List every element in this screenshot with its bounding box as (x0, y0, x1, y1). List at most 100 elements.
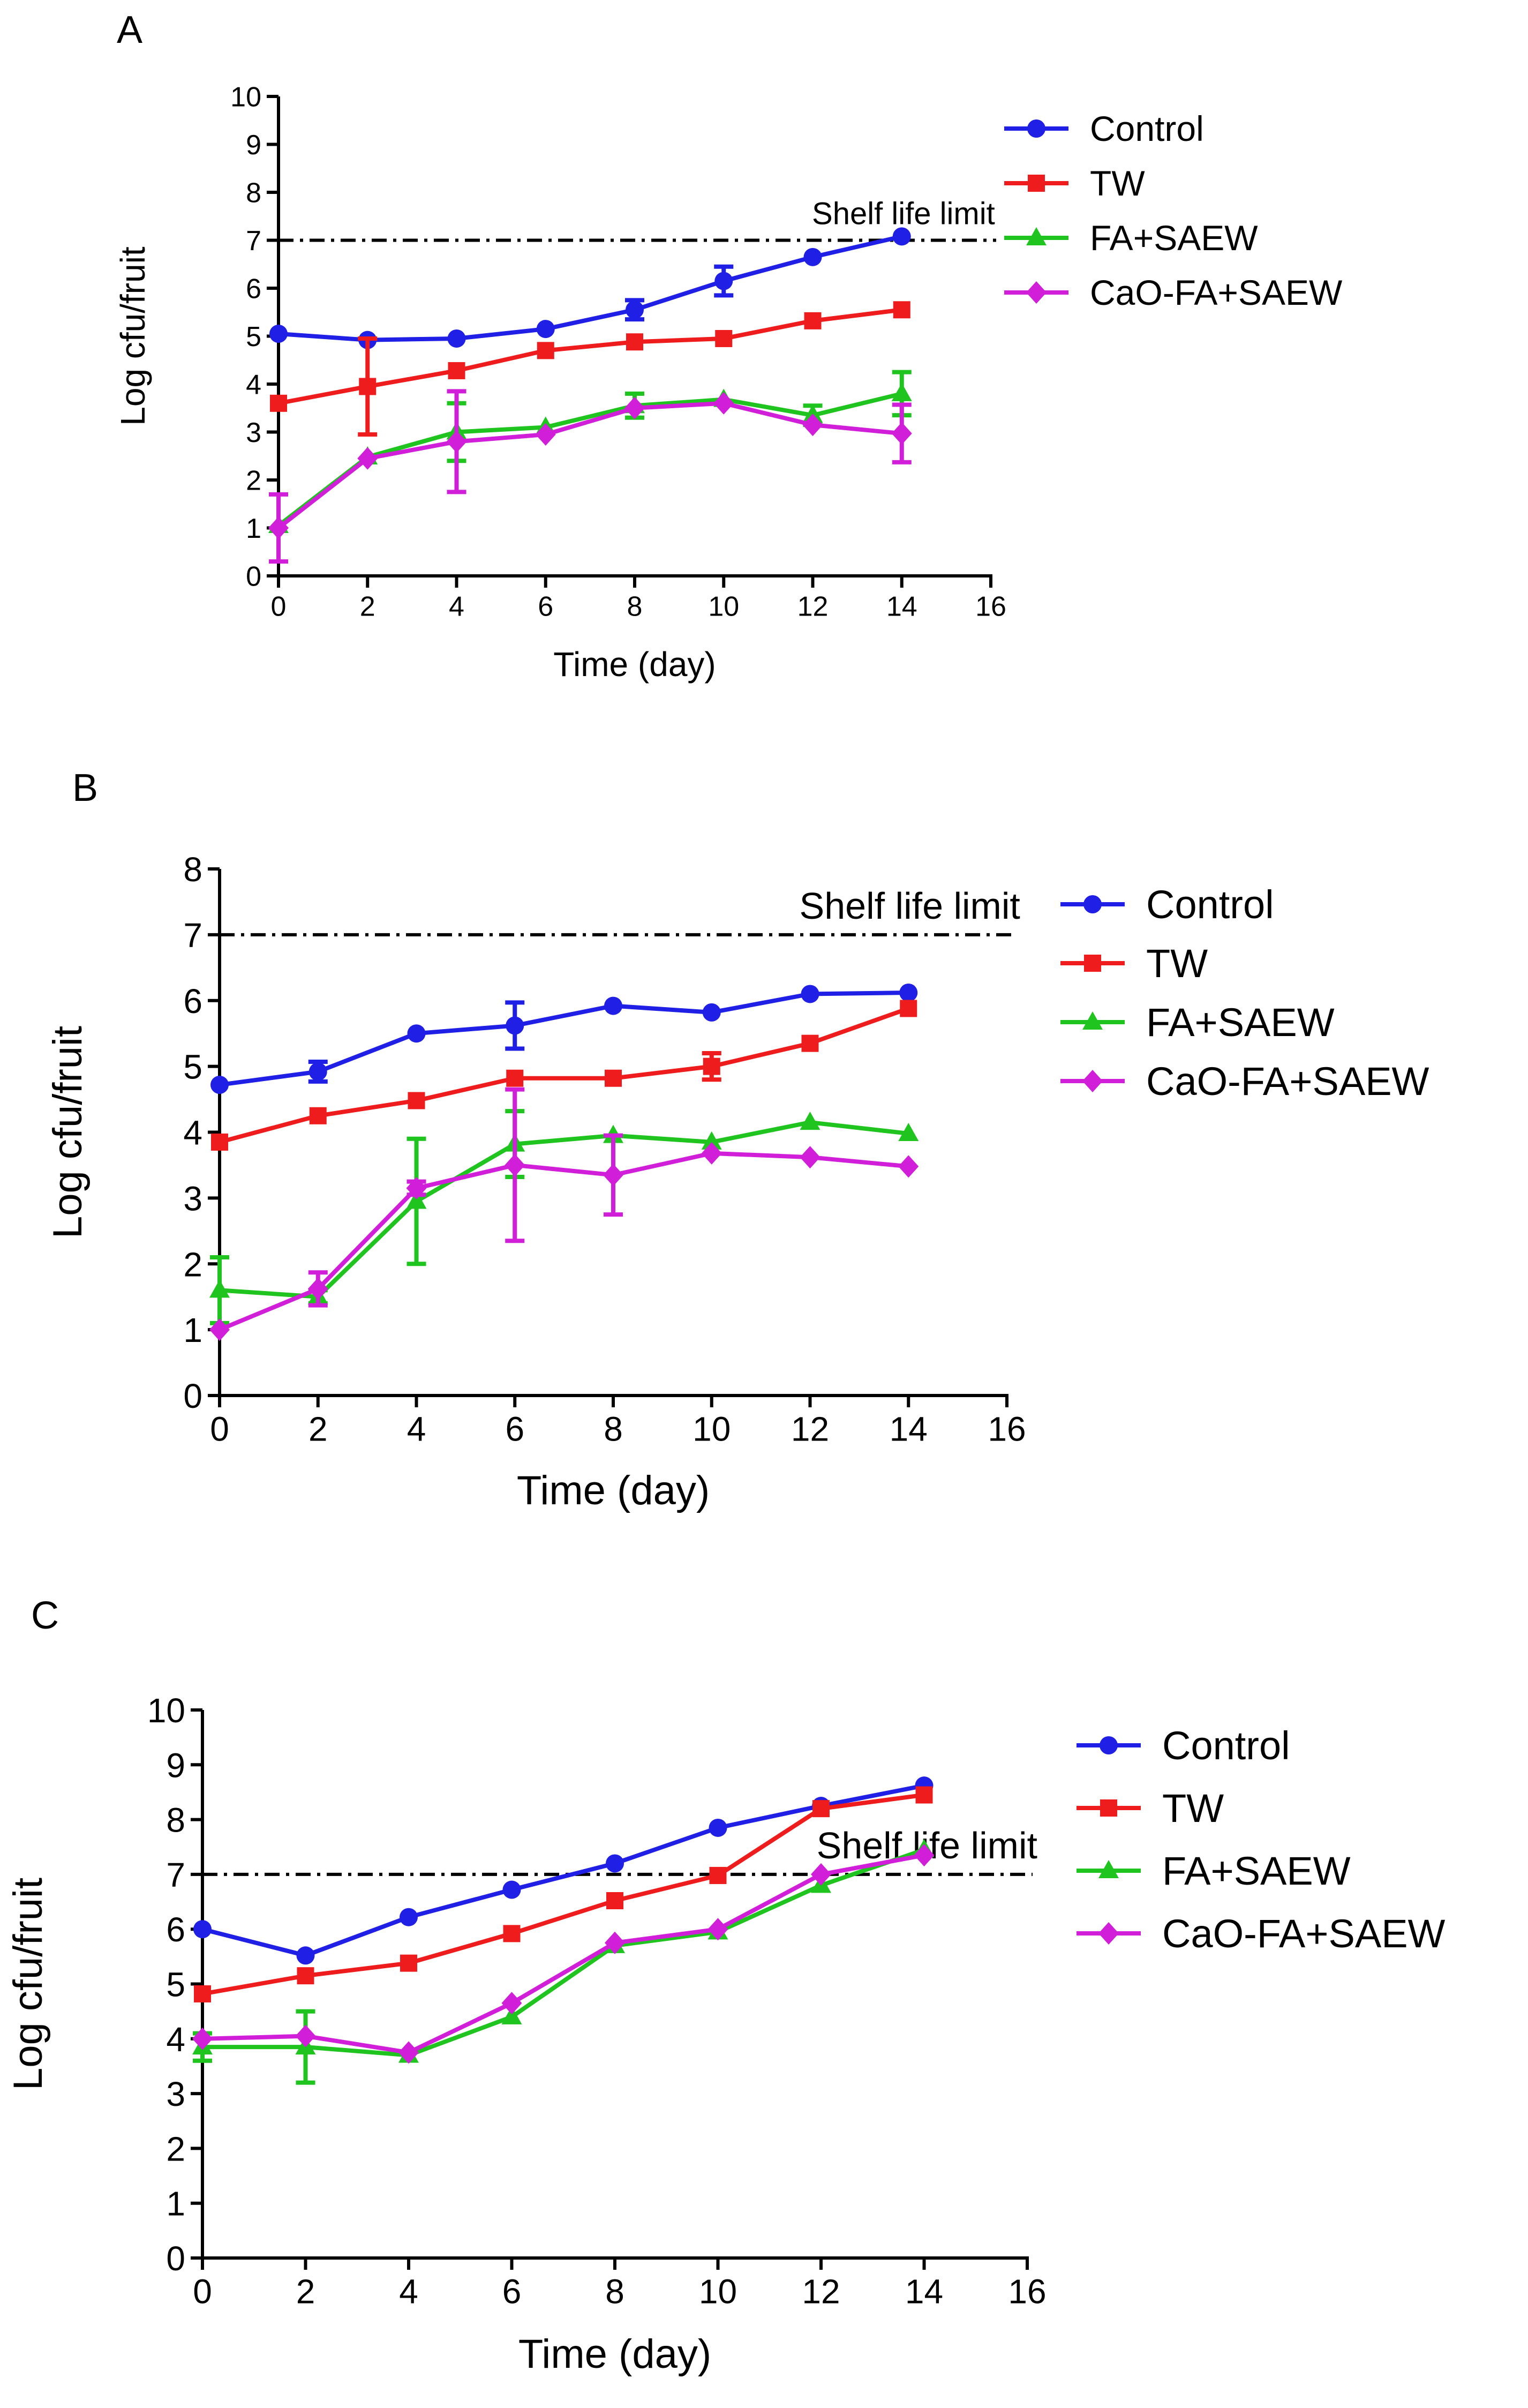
data-point (893, 301, 910, 319)
data-point (703, 1057, 720, 1075)
data-point (626, 301, 644, 319)
series-line (278, 234, 902, 342)
data-point (915, 1786, 933, 1804)
legend-entry: Control (1004, 109, 1204, 148)
legend-entry: CaO-FA+SAEW (1060, 1059, 1429, 1104)
legend-label: TW (1146, 941, 1208, 986)
data-point (505, 1153, 525, 1176)
series-cao-fa-saew (192, 1844, 935, 2064)
series-tw (211, 1000, 917, 1151)
data-point (536, 320, 555, 339)
data-point (891, 422, 912, 445)
data-point (211, 1133, 228, 1151)
legend-marker (1026, 281, 1047, 304)
y-tick-label: 7 (246, 226, 261, 257)
y-tick-label: 0 (166, 2239, 185, 2278)
y-tick-label: 8 (183, 850, 202, 889)
data-point (812, 1800, 830, 1818)
data-point (535, 423, 556, 446)
data-point (605, 1931, 625, 1954)
x-axis-title: Time (day) (553, 645, 716, 684)
x-tick-label: 4 (399, 2272, 418, 2311)
y-tick-label: 4 (246, 370, 261, 401)
y-tick-label: 9 (166, 1746, 185, 1784)
series-tw (270, 301, 910, 437)
x-tick-label: 14 (890, 1409, 928, 1448)
data-point (209, 1279, 230, 1298)
legend-entry: TW (1004, 163, 1145, 203)
data-point (701, 1131, 722, 1150)
x-tick-label: 14 (905, 2272, 943, 2311)
y-tick-label: 6 (183, 982, 202, 1021)
x-tick-label: 0 (210, 1409, 229, 1448)
series-line (219, 991, 909, 1087)
x-tick-label: 8 (627, 591, 643, 622)
data-point (192, 2027, 213, 2050)
shelf-life-limit-label: Shelf life limit (800, 885, 1020, 927)
x-tick-label: 12 (797, 591, 829, 622)
legend-entry: Control (1060, 882, 1274, 927)
data-point (802, 414, 823, 437)
legend-label: TW (1162, 1786, 1224, 1831)
y-tick-label: 8 (246, 178, 261, 209)
x-tick-label: 6 (502, 2272, 522, 2311)
data-point (295, 2024, 316, 2047)
data-point (914, 1844, 935, 1867)
legend-label: Control (1090, 109, 1204, 148)
y-tick-label: 5 (166, 1966, 185, 2004)
x-tick-label: 6 (538, 591, 553, 622)
y-axis-title: Log cfu/fruit (114, 246, 152, 426)
x-tick-label: 4 (449, 591, 464, 622)
data-point (270, 394, 287, 412)
series-line (202, 1792, 925, 1996)
panel-letter: B (72, 767, 98, 809)
data-point (357, 447, 378, 470)
legend-marker (1083, 895, 1102, 913)
legend-marker (1098, 1860, 1119, 1878)
x-tick-label: 0 (193, 2272, 212, 2311)
data-point (892, 227, 911, 246)
data-point (501, 2006, 522, 2024)
series-line (202, 1848, 925, 2058)
legend-marker (1027, 119, 1045, 138)
series-line (202, 1783, 925, 1958)
y-tick-label: 4 (166, 2020, 185, 2059)
data-point (210, 1076, 229, 1094)
series-tw (194, 1786, 933, 2002)
data-point (309, 1107, 327, 1124)
x-tick-label: 8 (604, 1409, 623, 1448)
data-point (707, 1918, 728, 1941)
legend-marker (1098, 1922, 1119, 1945)
data-point (296, 1946, 315, 1965)
data-point (900, 1000, 917, 1017)
data-point (898, 1122, 919, 1141)
data-point (501, 1992, 522, 2015)
y-tick-label: 7 (183, 916, 202, 955)
series-cao-fa-saew (268, 389, 912, 564)
y-tick-label: 3 (183, 1179, 202, 1218)
legend-label: FA+SAEW (1146, 1000, 1335, 1045)
y-axis-title: Log cfu/fruit (5, 1878, 51, 2090)
series-line (277, 392, 902, 528)
legend-label: TW (1090, 163, 1145, 203)
panel-letter: C (31, 1594, 59, 1637)
y-tick-label: 0 (183, 1377, 202, 1415)
x-axis-title: Time (day) (517, 1468, 710, 1513)
data-point (502, 1880, 521, 1899)
data-point (801, 985, 819, 1003)
x-tick-label: 8 (605, 2272, 624, 2311)
data-point (268, 516, 289, 539)
data-point (406, 1190, 427, 1209)
y-tick-label: 4 (183, 1114, 202, 1152)
legend-label: FA+SAEW (1090, 218, 1258, 258)
data-point (193, 1920, 212, 1939)
x-tick-label: 12 (802, 2272, 840, 2311)
legend-marker (1026, 227, 1047, 245)
data-point (603, 1164, 623, 1187)
legend-label: CaO-FA+SAEW (1146, 1059, 1429, 1104)
data-point (713, 392, 734, 415)
legend-entry: TW (1077, 1786, 1224, 1831)
data-point (899, 984, 918, 1002)
y-tick-label: 6 (246, 274, 261, 305)
legend-label: Control (1162, 1723, 1290, 1768)
